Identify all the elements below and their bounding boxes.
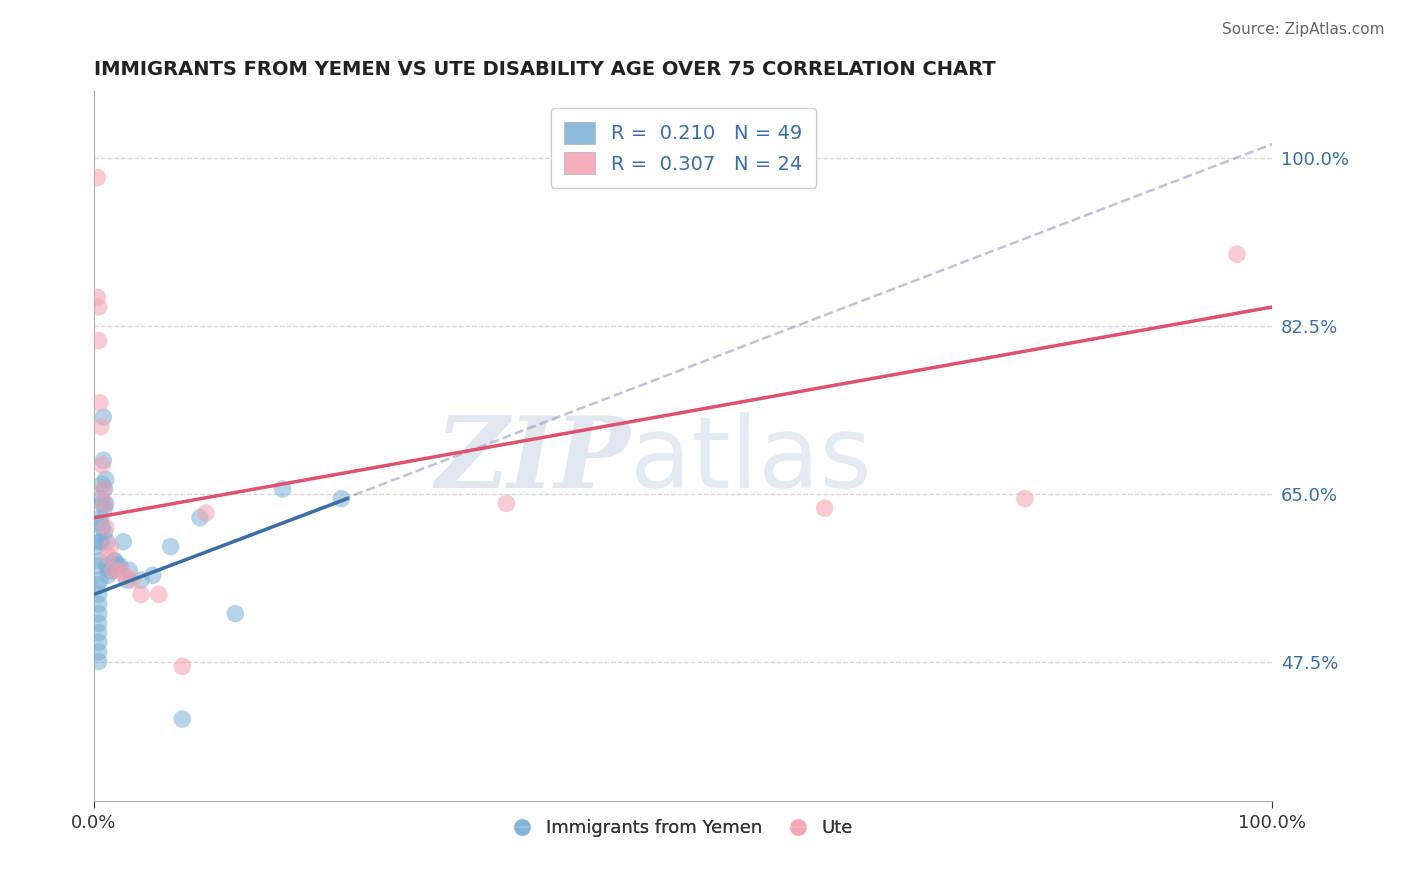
Point bbox=[91, 520, 114, 534]
Legend: Immigrants from Yemen, Ute: Immigrants from Yemen, Ute bbox=[506, 813, 860, 845]
Point bbox=[86, 170, 108, 185]
Point bbox=[94, 520, 117, 534]
Point bbox=[142, 568, 165, 582]
Point bbox=[224, 607, 246, 621]
Point bbox=[107, 558, 129, 573]
Text: Source: ZipAtlas.com: Source: ZipAtlas.com bbox=[1222, 22, 1385, 37]
Point bbox=[115, 573, 138, 587]
Point bbox=[94, 472, 117, 486]
Point bbox=[129, 587, 152, 601]
Point bbox=[93, 501, 115, 516]
Point bbox=[90, 534, 112, 549]
Point bbox=[89, 573, 111, 587]
Point bbox=[814, 501, 837, 516]
Point bbox=[87, 616, 110, 631]
Point bbox=[101, 564, 124, 578]
Point bbox=[93, 482, 115, 496]
Point bbox=[89, 534, 111, 549]
Point bbox=[93, 410, 115, 425]
Point bbox=[89, 396, 111, 410]
Point bbox=[90, 419, 112, 434]
Point bbox=[172, 659, 194, 673]
Point bbox=[118, 564, 141, 578]
Point bbox=[96, 558, 118, 573]
Point bbox=[93, 525, 115, 540]
Point bbox=[495, 496, 517, 510]
Point bbox=[121, 573, 143, 587]
Point bbox=[101, 564, 124, 578]
Point bbox=[89, 554, 111, 568]
Point bbox=[87, 635, 110, 649]
Text: ZIP: ZIP bbox=[436, 412, 630, 508]
Point bbox=[90, 510, 112, 524]
Point bbox=[112, 534, 135, 549]
Point bbox=[87, 655, 110, 669]
Point bbox=[98, 564, 121, 578]
Point bbox=[1226, 247, 1249, 261]
Point bbox=[90, 491, 112, 506]
Point bbox=[84, 540, 107, 554]
Point bbox=[87, 645, 110, 659]
Point bbox=[87, 597, 110, 611]
Point bbox=[89, 516, 111, 530]
Point bbox=[159, 540, 181, 554]
Point bbox=[86, 558, 108, 573]
Point bbox=[87, 587, 110, 601]
Point bbox=[100, 564, 122, 578]
Point bbox=[104, 554, 127, 568]
Point bbox=[108, 564, 131, 578]
Point bbox=[188, 510, 211, 524]
Point bbox=[93, 453, 115, 467]
Point bbox=[93, 482, 115, 496]
Point bbox=[108, 558, 131, 573]
Point bbox=[194, 506, 217, 520]
Point bbox=[172, 712, 194, 726]
Point bbox=[87, 625, 110, 640]
Point bbox=[100, 540, 122, 554]
Point bbox=[148, 587, 170, 601]
Point bbox=[91, 458, 114, 472]
Point bbox=[87, 334, 110, 348]
Point bbox=[86, 290, 108, 304]
Point bbox=[1014, 491, 1036, 506]
Point bbox=[97, 568, 120, 582]
Point bbox=[129, 573, 152, 587]
Point bbox=[87, 300, 110, 314]
Text: IMMIGRANTS FROM YEMEN VS UTE DISABILITY AGE OVER 75 CORRELATION CHART: IMMIGRANTS FROM YEMEN VS UTE DISABILITY … bbox=[94, 60, 995, 78]
Point bbox=[91, 496, 114, 510]
Point bbox=[271, 482, 294, 496]
Point bbox=[330, 491, 353, 506]
Point bbox=[96, 534, 118, 549]
Point bbox=[86, 578, 108, 592]
Point bbox=[103, 554, 125, 568]
Point bbox=[93, 496, 115, 510]
Point bbox=[91, 477, 114, 491]
Point bbox=[97, 549, 120, 563]
Text: atlas: atlas bbox=[630, 411, 872, 508]
Point bbox=[114, 568, 136, 582]
Point bbox=[87, 607, 110, 621]
Point bbox=[94, 496, 117, 510]
